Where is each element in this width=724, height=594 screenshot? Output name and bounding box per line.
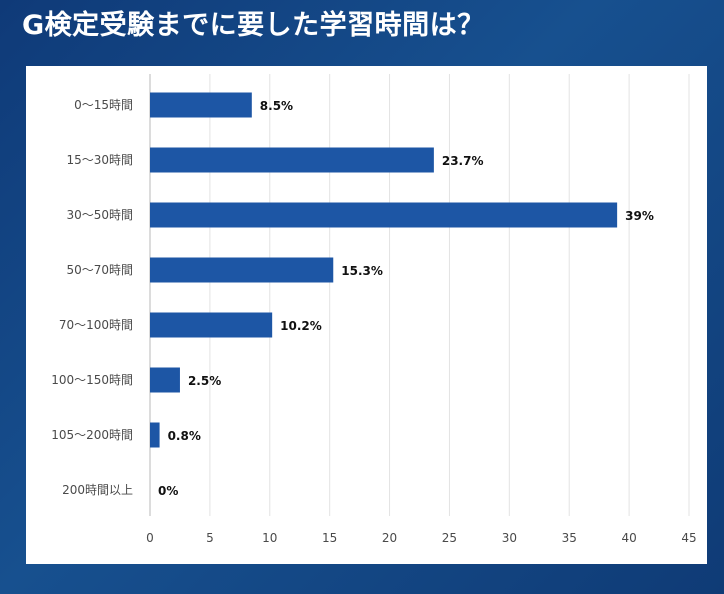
data-label: 39% — [625, 209, 654, 223]
x-tick-label: 15 — [322, 531, 337, 545]
chart-card: 0 5 10 15 20 25 30 35 40 45 0～15時間 8.5% 15～30時間 23.7%… — [26, 66, 707, 564]
category-label: 50～70時間 — [66, 263, 133, 277]
bar — [150, 92, 252, 118]
data-label: 10.2% — [280, 319, 322, 333]
bars — [150, 92, 618, 448]
x-tick-label: 30 — [502, 531, 517, 545]
category-label: 200時間以上 — [62, 483, 133, 497]
labels: 0 5 10 15 20 25 30 35 40 45 0～15時間 8.5% 15～30時間 23.7%… — [51, 98, 696, 545]
data-label: 23.7% — [442, 154, 484, 168]
x-tick-label: 25 — [442, 531, 457, 545]
category-label: 100～150時間 — [51, 373, 133, 387]
grid-lines — [149, 74, 690, 516]
page-title: G検定受験までに要した学習時間は？ — [22, 10, 485, 41]
data-label: 15.3% — [341, 264, 383, 278]
category-label: 105～200時間 — [51, 428, 133, 442]
data-label: 0% — [158, 484, 178, 498]
bar — [150, 312, 273, 338]
category-label: 0～15時間 — [74, 98, 133, 112]
bar — [150, 257, 334, 283]
data-label: 2.5% — [188, 374, 221, 388]
x-tick-label: 35 — [562, 531, 577, 545]
category-label: 15～30時間 — [66, 153, 133, 167]
bar-chart: 0 5 10 15 20 25 30 35 40 45 0～15時間 8.5% 15～30時間 23.7%… — [51, 74, 697, 545]
x-tick-label: 5 — [206, 531, 214, 545]
x-tick-label: 40 — [621, 531, 636, 545]
x-tick-label: 10 — [262, 531, 277, 545]
bar — [150, 367, 180, 393]
category-label: 70～100時間 — [59, 318, 133, 332]
x-tick-label: 20 — [382, 531, 397, 545]
data-label: 0.8% — [168, 429, 201, 443]
x-tick-label: 45 — [681, 531, 696, 545]
category-label: 30～50時間 — [66, 208, 133, 222]
bar — [150, 202, 618, 228]
data-label: 8.5% — [260, 99, 293, 113]
bar — [150, 147, 434, 173]
bar — [150, 422, 160, 448]
x-tick-label: 0 — [146, 531, 154, 545]
